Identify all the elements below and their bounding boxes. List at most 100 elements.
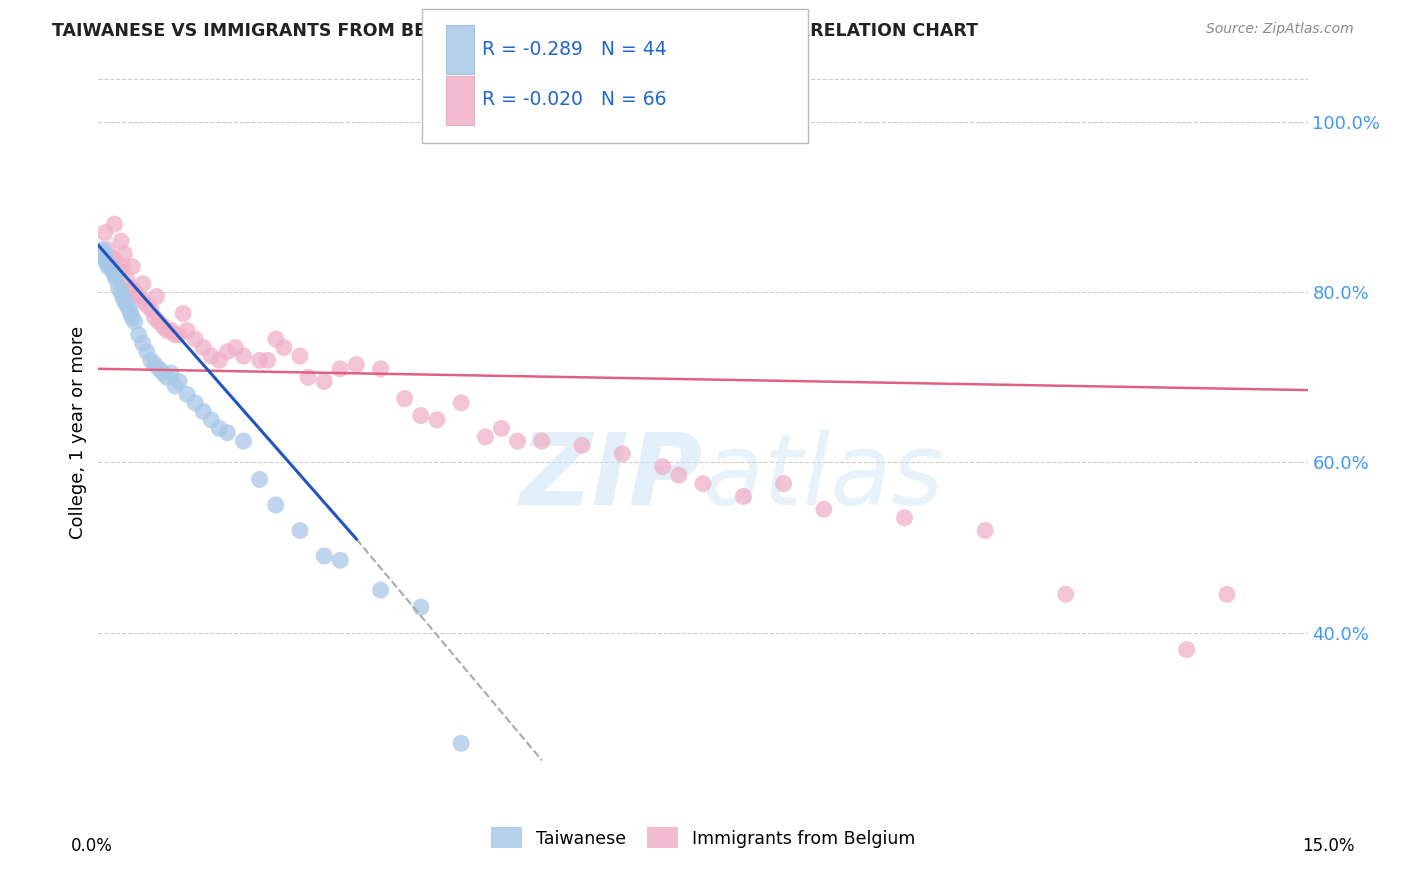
Point xyxy=(692,476,714,491)
Point xyxy=(152,319,174,334)
Point xyxy=(612,447,634,461)
Point xyxy=(409,409,432,423)
Point xyxy=(94,226,117,240)
Point xyxy=(96,255,118,269)
Point xyxy=(409,600,432,615)
Point xyxy=(530,434,553,449)
Point xyxy=(506,434,529,449)
Point xyxy=(145,289,167,303)
Point xyxy=(288,524,311,538)
Point xyxy=(450,736,472,750)
Point xyxy=(474,430,496,444)
Point xyxy=(91,251,114,265)
Point xyxy=(249,472,271,486)
Point xyxy=(491,421,513,435)
Point xyxy=(91,243,114,257)
Point xyxy=(217,425,239,440)
Point xyxy=(370,582,392,597)
Point xyxy=(426,413,449,427)
Point xyxy=(135,298,157,312)
Point xyxy=(115,298,138,312)
Point xyxy=(974,524,997,538)
Point xyxy=(184,332,207,346)
Point xyxy=(120,281,142,295)
Point xyxy=(124,285,146,300)
Text: Source: ZipAtlas.com: Source: ZipAtlas.com xyxy=(1206,22,1354,37)
Point xyxy=(163,327,186,342)
Point xyxy=(200,413,222,427)
Point xyxy=(105,255,128,269)
Point xyxy=(160,366,183,380)
Point xyxy=(208,353,231,368)
Point xyxy=(152,366,174,380)
Text: R = -0.020   N = 66: R = -0.020 N = 66 xyxy=(482,90,666,110)
Point xyxy=(264,332,287,346)
Point xyxy=(139,353,162,368)
Point xyxy=(273,341,295,355)
Point xyxy=(110,234,132,248)
Point xyxy=(370,361,392,376)
Point xyxy=(200,349,222,363)
Text: atlas: atlas xyxy=(703,428,945,525)
Point xyxy=(148,361,170,376)
Text: TAIWANESE VS IMMIGRANTS FROM BELGIUM COLLEGE, 1 YEAR OR MORE CORRELATION CHART: TAIWANESE VS IMMIGRANTS FROM BELGIUM COL… xyxy=(52,22,979,40)
Point xyxy=(128,289,150,303)
Point xyxy=(193,341,215,355)
Point xyxy=(121,310,143,325)
Point xyxy=(160,324,183,338)
Point xyxy=(97,243,120,257)
Point xyxy=(124,315,146,329)
Point xyxy=(101,251,124,265)
Legend: Taiwanese, Immigrants from Belgium: Taiwanese, Immigrants from Belgium xyxy=(482,819,924,857)
Point xyxy=(135,344,157,359)
Point xyxy=(176,387,198,401)
Text: R = -0.289   N = 44: R = -0.289 N = 44 xyxy=(482,39,666,59)
Point xyxy=(112,247,135,261)
Point xyxy=(163,379,186,393)
Point xyxy=(450,396,472,410)
Point xyxy=(132,277,155,291)
Point xyxy=(143,310,166,325)
Point xyxy=(132,293,155,308)
Point xyxy=(156,370,179,384)
Point xyxy=(256,353,278,368)
Point xyxy=(232,434,254,449)
Text: 15.0%: 15.0% xyxy=(1302,837,1355,855)
Point xyxy=(314,549,336,563)
Point xyxy=(167,327,190,342)
Point xyxy=(118,302,141,317)
Point xyxy=(733,490,755,504)
Text: 0.0%: 0.0% xyxy=(70,837,112,855)
Point xyxy=(813,502,835,516)
Point xyxy=(651,459,673,474)
Point xyxy=(893,510,915,524)
Point xyxy=(176,324,198,338)
Point xyxy=(111,260,134,274)
Point xyxy=(329,553,352,567)
Point xyxy=(112,293,135,308)
Point xyxy=(288,349,311,363)
Point xyxy=(111,289,134,303)
Point xyxy=(232,349,254,363)
Point xyxy=(668,468,690,483)
Text: ZIP: ZIP xyxy=(520,428,703,525)
Point xyxy=(394,392,416,406)
Point xyxy=(107,281,129,295)
Point xyxy=(193,404,215,418)
Point xyxy=(121,260,143,274)
Point xyxy=(103,217,125,231)
Point xyxy=(143,358,166,372)
Point xyxy=(208,421,231,435)
Y-axis label: College, 1 year or more: College, 1 year or more xyxy=(69,326,87,539)
Point xyxy=(249,353,271,368)
Point xyxy=(329,361,352,376)
Point xyxy=(1216,587,1239,601)
Point xyxy=(120,306,142,320)
Point xyxy=(1054,587,1077,601)
Point xyxy=(110,285,132,300)
Point xyxy=(105,272,128,286)
Point xyxy=(217,344,239,359)
Point xyxy=(148,315,170,329)
Point xyxy=(107,264,129,278)
Point xyxy=(224,341,246,355)
